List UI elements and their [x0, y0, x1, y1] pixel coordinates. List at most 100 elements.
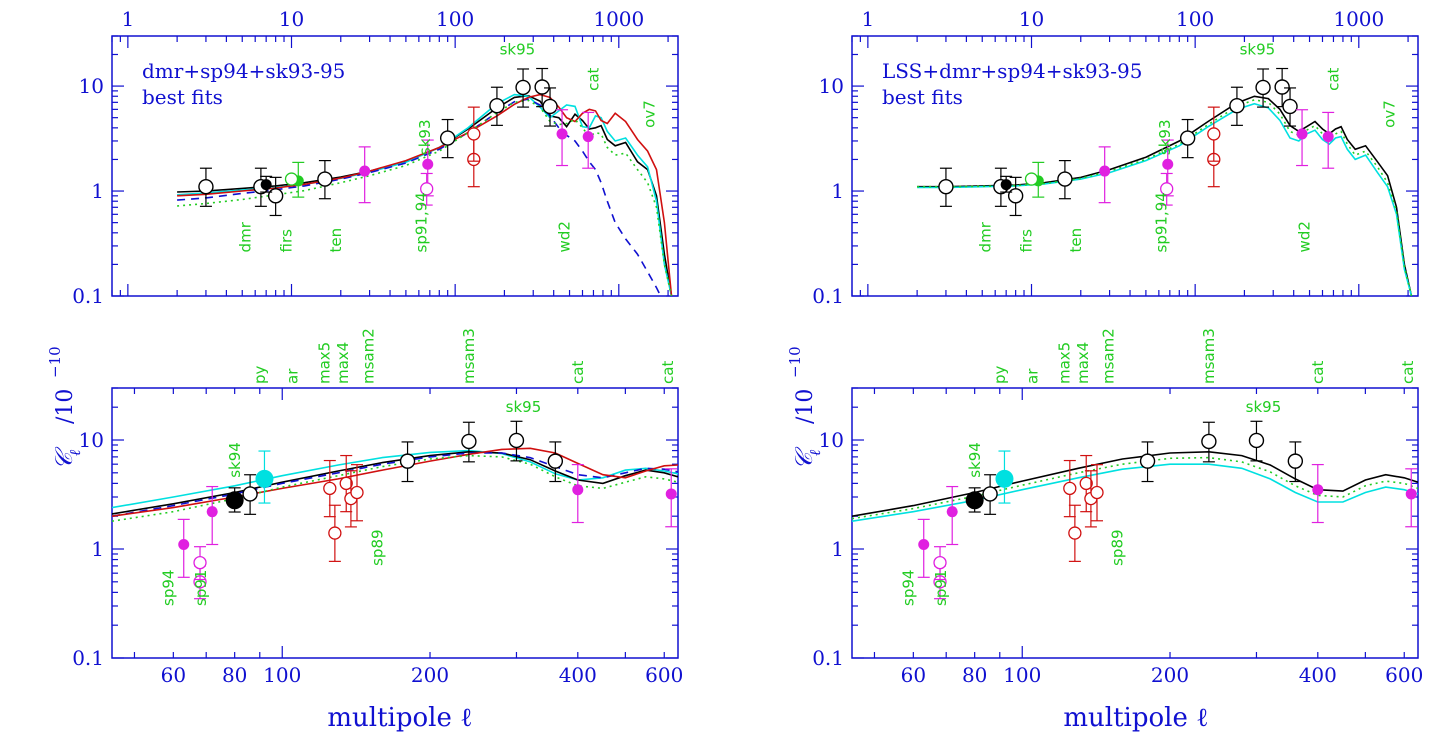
data-point-open-black	[1229, 98, 1245, 114]
data-point-open-magenta	[420, 182, 434, 196]
experiment-label: sk95	[1246, 398, 1282, 416]
experiment-top-label: msam3	[460, 328, 478, 384]
data-point-open-black	[1139, 453, 1156, 469]
data-point-filled-magenta	[556, 128, 568, 140]
curves	[917, 95, 1413, 296]
data-point-open-black	[547, 453, 564, 469]
experiment-label: sp91,94	[413, 192, 431, 252]
experiment-top-label: max5	[1056, 342, 1074, 384]
x-tick-label: 400	[559, 663, 597, 687]
data-point-open-black	[938, 178, 954, 195]
experiment-top-label: py	[991, 365, 1009, 384]
plot-frame	[111, 35, 679, 297]
data-point-filled-magenta	[582, 131, 594, 143]
series-line	[852, 463, 1418, 522]
experiment-top-label: ar	[1024, 368, 1042, 384]
experiment-label: cat	[584, 67, 602, 90]
y-axis-unit: /10	[793, 389, 818, 424]
chart-bottom-left: 0.1 1 10 60 80 100 200 400 600 sp94 sp91 sk94 sp89 sk…	[72, 328, 683, 687]
experiment-top-label: msam3	[1200, 328, 1218, 384]
data-point-filled-magenta	[359, 165, 371, 177]
experiment-label: sp91,94	[1153, 192, 1171, 252]
data-point-open-black	[242, 486, 258, 502]
experiment-label: sp91	[192, 570, 210, 606]
x-tick-label: 100	[263, 663, 301, 687]
experiment-label: sk95	[1240, 40, 1276, 58]
x-tick-label: 80	[962, 663, 987, 687]
experiment-label: ov7	[1380, 100, 1398, 128]
x-axis-label-right: multipole ℓ	[1063, 703, 1208, 733]
x-tick-label: 1000	[593, 7, 644, 31]
series-line	[112, 450, 678, 515]
legend-line: dmr+sp94+sk93-95	[142, 59, 345, 83]
y-axis-label-left-exp: −10	[46, 346, 64, 378]
data-point-open-magenta	[933, 555, 947, 570]
experiment-top-label: cat	[659, 361, 677, 384]
experiment-label: ov7	[640, 100, 658, 128]
data-point-open-red	[467, 127, 481, 141]
data-point-open-black	[508, 432, 525, 449]
data-point-open-black	[317, 171, 333, 187]
legend-line: best fits	[142, 85, 223, 109]
x-tick-label: 80	[222, 663, 247, 687]
data-point-open-red	[1068, 526, 1082, 540]
data-point-open-black	[198, 178, 214, 195]
experiment-top-label: msam2	[360, 328, 378, 384]
y-tick-label: 1	[831, 179, 844, 203]
y-tick-label: 10	[819, 74, 844, 98]
data-point-filled-magenta	[918, 538, 930, 550]
y-axis-unit: /10	[53, 389, 78, 424]
experiment-top-label: max4	[334, 342, 352, 384]
data-point-open-black	[1248, 432, 1265, 449]
points	[198, 67, 595, 217]
y-tick-label: 1	[91, 179, 104, 203]
y-tick-label: 0.1	[72, 646, 104, 670]
y-axis-subscript: ℓ	[806, 450, 824, 456]
data-point-open-red	[339, 476, 353, 491]
y-axis-label-right-unit: /10	[793, 389, 818, 424]
x-tick-label: 200	[411, 663, 449, 687]
y-tick-label: 0.1	[812, 284, 844, 308]
x-axis-label-left: multipole ℓ	[327, 703, 472, 733]
data-point-filled-black	[1000, 179, 1012, 191]
data-point-filled-magenta	[1162, 158, 1174, 170]
y-tick-label: 0.1	[72, 284, 104, 308]
experiment-label: sk93	[416, 120, 434, 156]
experiment-label: ten	[327, 228, 345, 253]
data-point-filled-magenta	[1405, 488, 1417, 500]
data-point-open-black	[439, 130, 456, 146]
y-axis-symbol: 𝒞	[790, 446, 818, 470]
data-point-open-green	[1024, 172, 1039, 186]
data-point-open-black	[1057, 171, 1073, 187]
data-point-filled-magenta	[572, 484, 584, 496]
data-point-filled-magenta	[1322, 131, 1334, 143]
series-line	[177, 94, 673, 296]
points	[177, 420, 678, 600]
x-tick-label: 600	[645, 663, 683, 687]
experiment-top-label: msam2	[1100, 328, 1118, 384]
plot-frame	[851, 387, 1419, 659]
y-axis-label-left: 𝒞	[50, 446, 78, 470]
y-axis-label-right-sub: ℓ	[806, 450, 824, 456]
series-line	[112, 454, 678, 522]
points	[938, 67, 1335, 217]
experiment-label: cat	[1324, 67, 1342, 90]
data-point-open-black	[534, 79, 550, 95]
data-point-open-red	[1090, 485, 1104, 500]
experiment-label: sk94	[226, 442, 244, 478]
x-tick-label: 100	[1176, 7, 1214, 31]
data-point-filled-black	[260, 179, 272, 191]
data-point-open-black	[1282, 98, 1298, 115]
data-point-open-black	[1201, 433, 1217, 450]
data-point-filled-black-big	[965, 491, 984, 510]
experiment-top-label: ar	[284, 368, 302, 384]
data-point-filled-cyan-big	[255, 469, 274, 488]
chart-bottom-right: 0.1 1 10 60 80 100 200 400 600 sp94 sp91 sk94 sp89 sk…	[812, 328, 1423, 687]
y-axis-label-right-exp: −10	[786, 346, 804, 378]
y-axis-exponent: −10	[46, 346, 64, 378]
experiment-top-label: cat	[569, 361, 587, 384]
x-tick-label: 100	[1003, 663, 1041, 687]
data-point-open-black	[461, 433, 477, 450]
x-tick-label: 400	[1299, 663, 1337, 687]
